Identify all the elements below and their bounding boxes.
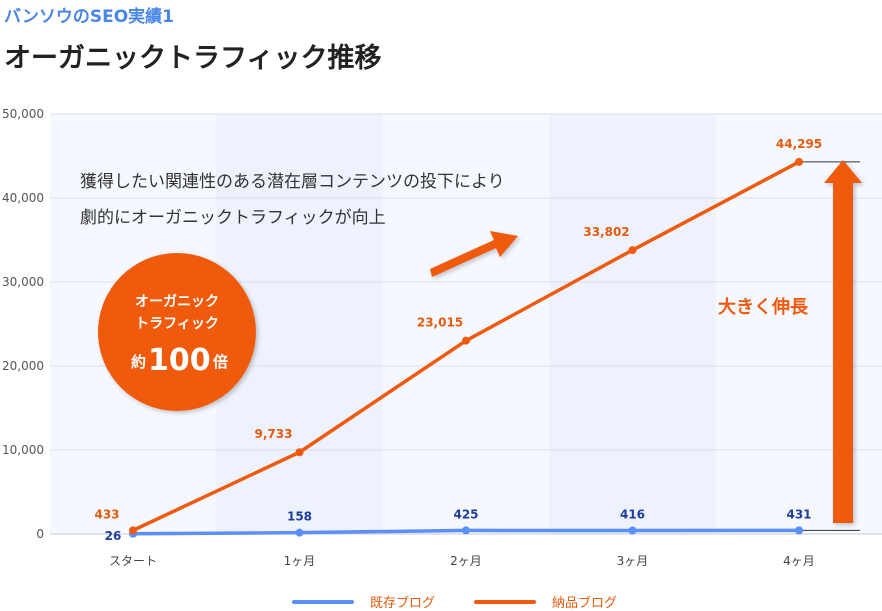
- annotation-line-2: 劇的にオーガニックトラフィックが向上: [80, 208, 386, 228]
- data-point-existing: [462, 526, 470, 535]
- data-point-delivered: [795, 157, 803, 166]
- data-point-existing: [795, 526, 803, 535]
- data-point-delivered: [129, 526, 137, 535]
- growth-badge: オーガニック トラフィック 約 100 倍: [98, 253, 256, 411]
- data-label-delivered: 433: [94, 507, 119, 521]
- y-tick-label: 40,000: [2, 191, 44, 205]
- data-label-existing: 416: [620, 508, 645, 522]
- data-label-existing: 425: [453, 507, 478, 521]
- data-label-delivered: 23,015: [417, 316, 463, 330]
- data-point-delivered: [295, 448, 304, 457]
- badge-suffix: 倍: [213, 353, 228, 371]
- badge-number: 100: [148, 343, 211, 378]
- y-tick-label: 30,000: [2, 275, 44, 289]
- data-label-existing: 158: [287, 510, 312, 524]
- badge-line-2: トラフィック: [135, 316, 219, 332]
- y-tick-label: 0: [36, 527, 44, 541]
- legend-label-existing: 既存ブログ: [370, 596, 436, 611]
- badge-line-1: オーガニック: [135, 294, 219, 310]
- page-title: オーガニックトラフィック推移: [4, 43, 382, 74]
- x-tick-label: 3ヶ月: [617, 554, 649, 568]
- growth-label: 大きく伸長: [718, 296, 809, 318]
- y-tick-label: 50,000: [2, 107, 44, 121]
- trend-arrow-icon: [430, 231, 518, 277]
- badge-prefix: 約: [131, 353, 146, 371]
- x-tick-label: スタート: [109, 554, 157, 568]
- data-label-delivered: 33,802: [583, 225, 629, 239]
- data-label-delivered: 44,295: [776, 137, 822, 151]
- annotation-line-1: 獲得したい関連性のある潜在層コンテンツの投下により: [80, 172, 505, 192]
- x-tick-label: 4ヶ月: [783, 554, 815, 568]
- legend-swatch-existing: [292, 599, 354, 604]
- legend-item-existing: 既存ブログ: [292, 592, 435, 611]
- data-point-existing: [628, 526, 637, 535]
- x-tick-label: 2ヶ月: [450, 554, 482, 568]
- x-tick-label: 1ヶ月: [284, 554, 316, 568]
- category-band: [549, 114, 716, 534]
- page-subtitle: バンソウのSEO実績1: [4, 7, 174, 27]
- growth-arrow-icon: [824, 160, 862, 523]
- data-label-existing: 431: [786, 507, 811, 521]
- legend-swatch-delivered: [474, 599, 536, 604]
- data-label-delivered: 9,733: [255, 427, 293, 441]
- legend-label-delivered: 納品ブログ: [552, 596, 618, 611]
- y-tick-label: 20,000: [2, 359, 44, 373]
- data-point-delivered: [462, 336, 470, 345]
- y-tick-label: 10,000: [2, 443, 44, 457]
- data-point-delivered: [628, 246, 637, 255]
- legend-item-delivered: 納品ブログ: [474, 592, 617, 611]
- data-label-existing: 26: [105, 529, 122, 543]
- data-point-existing: [295, 528, 304, 537]
- badge-circle: [98, 253, 256, 411]
